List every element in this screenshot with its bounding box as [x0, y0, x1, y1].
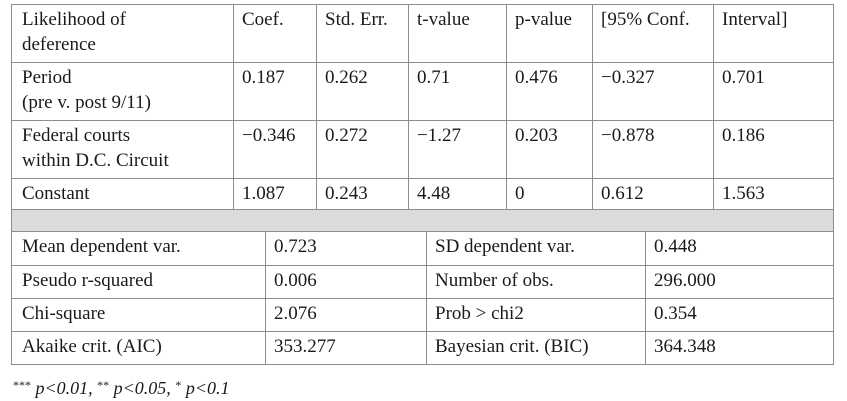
- stat-value: 364.348: [645, 330, 834, 365]
- stat-label: Chi-square: [11, 297, 266, 332]
- stat-value: 2.076: [265, 297, 427, 332]
- stat-label: Prob > chi2: [426, 297, 646, 332]
- p-value-cell: 0.203: [506, 120, 593, 179]
- std-err-cell: 0.272: [316, 120, 409, 179]
- stat-label: Akaike crit. (AIC): [11, 330, 266, 365]
- stars-three: ***: [13, 378, 31, 392]
- stats-row: Akaike crit. (AIC) 353.277 Bayesian crit…: [11, 330, 834, 365]
- std-err-cell: 0.243: [316, 178, 409, 210]
- regression-table: Likelihood of deference Coef. Std. Err. …: [11, 4, 834, 232]
- row-label: Period (pre v. post 9/11): [11, 62, 234, 121]
- stars-one: *: [175, 378, 182, 392]
- header-coef: Coef.: [233, 4, 317, 63]
- coef-cell: 1.087: [233, 178, 317, 210]
- stat-value: 0.723: [265, 232, 427, 266]
- header-dependent-variable: Likelihood of deference: [11, 4, 234, 63]
- header-line: deference: [22, 34, 96, 55]
- stat-label: Mean dependent var.: [11, 232, 266, 266]
- stat-value: 0.006: [265, 264, 427, 299]
- stat-value: 353.277: [265, 330, 427, 365]
- table-row-constant: Constant 1.087 0.243 4.48 0 0.612 1.563: [11, 178, 834, 210]
- conf-low-cell: 0.612: [592, 178, 714, 210]
- stat-value: 0.448: [645, 232, 834, 266]
- stats-row: Chi-square 2.076 Prob > chi2 0.354: [11, 297, 834, 332]
- conf-low-cell: −0.878: [592, 120, 714, 179]
- row-label-line: Federal courts: [22, 125, 131, 146]
- stats-row: Pseudo r-squared 0.006 Number of obs. 29…: [11, 264, 834, 299]
- footnote-part: p<0.1: [185, 378, 230, 398]
- model-statistics-table: Mean dependent var. 0.723 SD dependent v…: [11, 232, 834, 365]
- header-std-err: Std. Err.: [316, 4, 409, 63]
- header-conf-high: Interval]: [713, 4, 834, 63]
- footnote-part: p<0.01,: [35, 378, 98, 398]
- p-value-cell: 0.476: [506, 62, 593, 121]
- stat-label: Bayesian crit. (BIC): [426, 330, 646, 365]
- t-value-cell: 0.71: [408, 62, 507, 121]
- std-err-cell: 0.262: [316, 62, 409, 121]
- t-value-cell: 4.48: [408, 178, 507, 210]
- separator-bar: [11, 209, 834, 232]
- footnote-part: p<0.05,: [113, 378, 176, 398]
- stars-two: **: [97, 378, 110, 392]
- stat-label: Pseudo r-squared: [11, 264, 266, 299]
- regression-results-figure: Likelihood of deference Coef. Std. Err. …: [11, 4, 834, 365]
- stat-value: 296.000: [645, 264, 834, 299]
- stat-label: Number of obs.: [426, 264, 646, 299]
- header-line: Likelihood of: [22, 9, 126, 30]
- row-label: Constant: [11, 178, 234, 210]
- stat-value: 0.354: [645, 297, 834, 332]
- coef-cell: 0.187: [233, 62, 317, 121]
- conf-low-cell: −0.327: [592, 62, 714, 121]
- table-row-federal-courts: Federal courts within D.C. Circuit −0.34…: [11, 120, 834, 179]
- conf-high-cell: 1.563: [713, 178, 834, 210]
- row-label: Federal courts within D.C. Circuit: [11, 120, 234, 179]
- conf-high-cell: 0.186: [713, 120, 834, 179]
- stats-row: Mean dependent var. 0.723 SD dependent v…: [11, 232, 834, 266]
- table-row-period: Period (pre v. post 9/11) 0.187 0.262 0.…: [11, 62, 834, 121]
- header-t-value: t-value: [408, 4, 507, 63]
- coef-cell: −0.346: [233, 120, 317, 179]
- t-value-cell: −1.27: [408, 120, 507, 179]
- table-header-row: Likelihood of deference Coef. Std. Err. …: [11, 4, 834, 63]
- conf-high-cell: 0.701: [713, 62, 834, 121]
- row-label-line: Period: [22, 67, 72, 88]
- header-conf-low: [95% Conf.: [592, 4, 714, 63]
- row-label-line: (pre v. post 9/11): [22, 92, 151, 113]
- table-separator-row: [11, 209, 834, 232]
- significance-footnote: *** p<0.01, ** p<0.05, * p<0.1: [13, 374, 229, 399]
- header-p-value: p-value: [506, 4, 593, 63]
- row-label-line: within D.C. Circuit: [22, 150, 169, 171]
- p-value-cell: 0: [506, 178, 593, 210]
- stat-label: SD dependent var.: [426, 232, 646, 266]
